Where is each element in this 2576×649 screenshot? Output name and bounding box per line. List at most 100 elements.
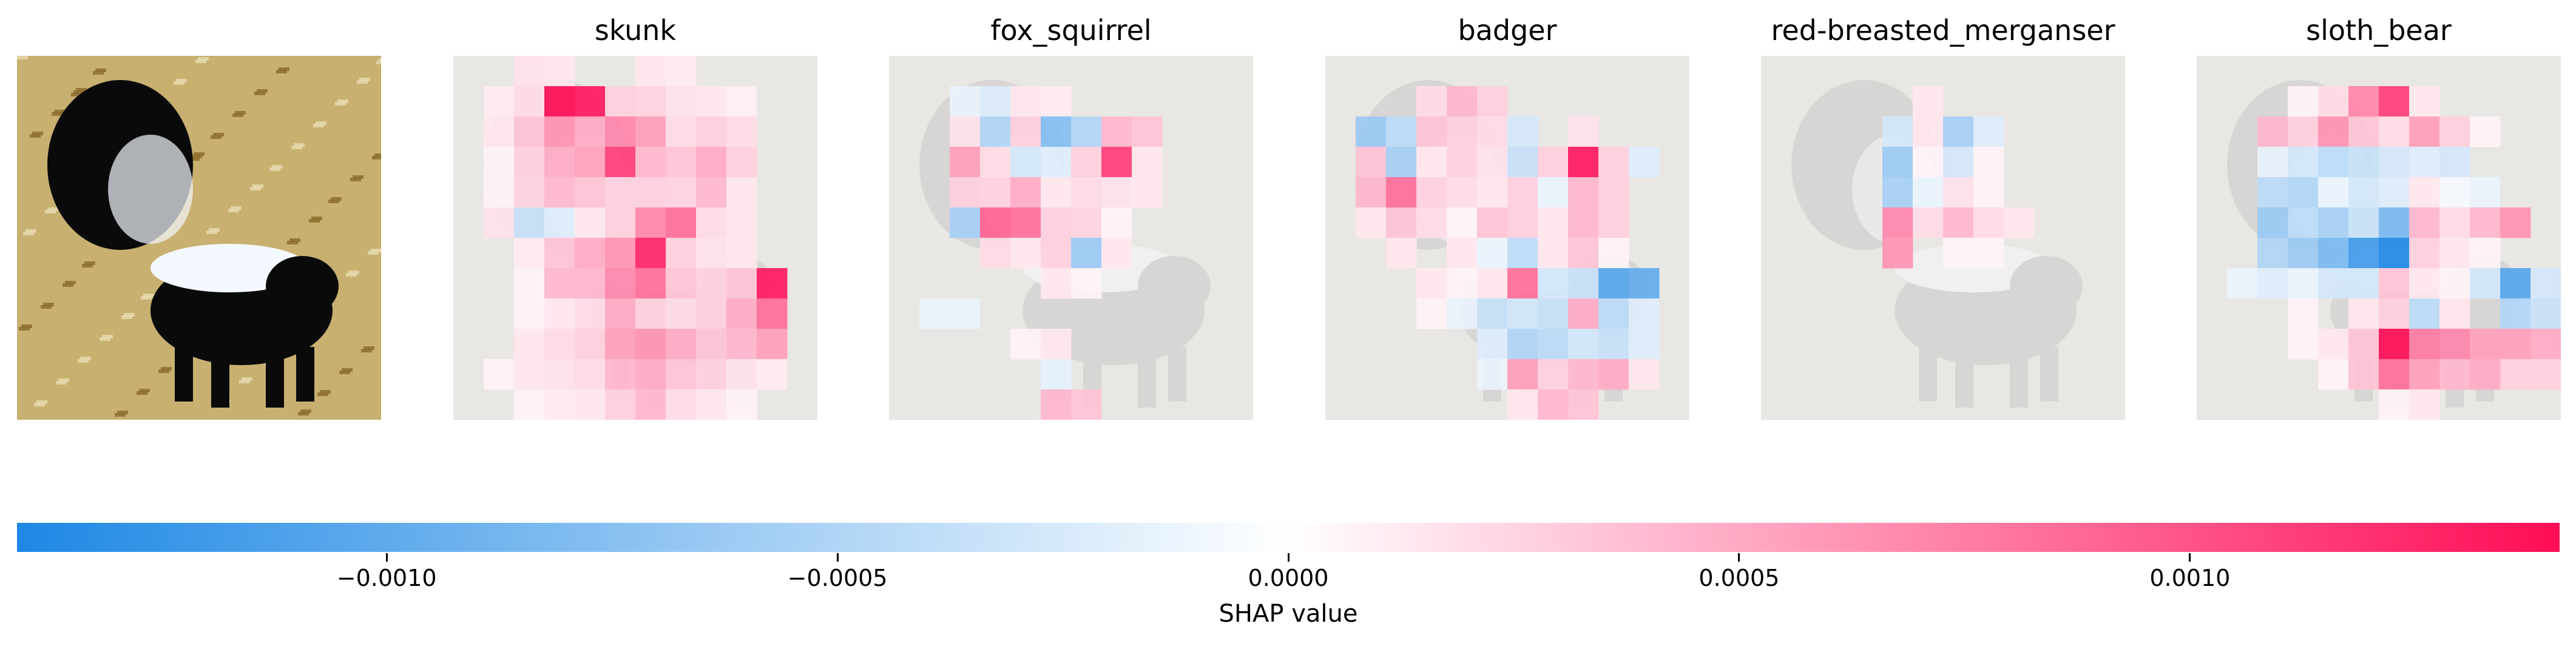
shap-cell: [1538, 147, 1569, 178]
shap-cell: [2257, 207, 2288, 238]
grass-blade: [339, 371, 350, 374]
shap-cell: [575, 238, 606, 269]
shap-cell: [2530, 329, 2561, 360]
grass-blade: [213, 133, 224, 136]
shap-cell: [2409, 389, 2440, 420]
shap-cell: [2439, 329, 2470, 360]
skunk-leg: [296, 347, 314, 402]
grass-blade: [93, 71, 104, 75]
grass-blade: [300, 409, 311, 413]
grass-blade: [25, 229, 36, 233]
shap-cell: [635, 238, 666, 269]
shap-cell: [950, 298, 981, 329]
skunk-head: [266, 256, 339, 317]
shap-cell: [726, 177, 757, 208]
skunk-photo: [17, 56, 381, 420]
shap-cell: [1568, 359, 1599, 390]
shap-cell: [1507, 359, 1538, 390]
shap-cell: [2288, 177, 2319, 208]
grass-blade: [252, 184, 263, 188]
shap-cell: [1010, 329, 1041, 360]
grass-blade: [34, 403, 45, 406]
shap-cell: [635, 207, 666, 238]
shap-cell: [1356, 207, 1387, 238]
shap-cell: [1507, 147, 1538, 178]
shap-cell: [1041, 329, 1072, 360]
shap-cell: [2318, 147, 2349, 178]
colorbar-tick-label: −0.0005: [787, 565, 888, 591]
shap-cell: [514, 207, 545, 238]
shap-cell: [1507, 268, 1538, 299]
shap-cell: [2409, 147, 2440, 178]
shap-cell: [1913, 147, 1944, 178]
panel-title-fox-squirrel: fox_squirrel: [990, 14, 1152, 47]
shap-cell: [1071, 207, 1102, 238]
grass-blade: [363, 346, 374, 350]
grass-blade: [78, 359, 89, 363]
colorbar: [17, 523, 2560, 552]
shap-cell: [1538, 389, 1569, 420]
shap-cell: [605, 207, 636, 238]
shap-cell: [666, 116, 697, 147]
shap-heatmap-sloth-bear: [2197, 56, 2561, 420]
shap-cell: [544, 298, 575, 329]
shap-cell: [696, 359, 727, 390]
shap-cell: [2409, 298, 2440, 329]
shap-cell: [2379, 116, 2410, 147]
shap-cell: [1598, 147, 1629, 178]
grass-blade: [242, 377, 252, 381]
shap-cell: [514, 268, 545, 299]
shap-cell: [1447, 207, 1478, 238]
shap-cell: [2379, 329, 2410, 360]
shap-cell: [2318, 329, 2349, 360]
shap-cell: [1132, 177, 1163, 208]
shap-cell: [1416, 147, 1447, 178]
shap-cell: [1538, 177, 1569, 208]
grass-blade: [137, 391, 147, 395]
shap-cell: [2257, 238, 2288, 269]
shap-cell: [1538, 298, 1569, 329]
grass-blade: [82, 264, 93, 267]
shap-cell: [1101, 207, 1132, 238]
shap-cell: [1010, 207, 1041, 238]
shap-cell: [1598, 268, 1629, 299]
shap-cell: [2288, 86, 2319, 117]
shap-cell: [696, 177, 727, 208]
shap-cell: [2409, 268, 2440, 299]
faded-image-fox-squirrel: [889, 56, 1253, 420]
shap-cell: [1356, 116, 1387, 147]
grass-blade: [250, 187, 261, 190]
shap-cell: [1507, 116, 1538, 147]
shap-cell: [1386, 177, 1417, 208]
shap-cell: [2004, 207, 2035, 238]
shap-cell: [757, 359, 788, 390]
shap-cell: [696, 116, 727, 147]
skunk-leg: [1138, 353, 1156, 408]
shap-cell: [1356, 147, 1387, 178]
shap-cell: [1041, 238, 1072, 269]
shap-cell: [2500, 207, 2531, 238]
shap-cell: [544, 268, 575, 299]
shap-cell: [2409, 359, 2440, 390]
shap-cell: [980, 86, 1011, 117]
grass-blade: [298, 412, 309, 415]
grass-blade: [276, 70, 287, 73]
shap-cell: [544, 177, 575, 208]
shap-cell: [666, 207, 697, 238]
shap-cell: [1598, 177, 1629, 208]
shap-cell: [2379, 389, 2410, 420]
shap-cell: [1538, 207, 1569, 238]
shap-cell: [666, 359, 697, 390]
shap-cell: [2318, 268, 2349, 299]
shap-cell: [1477, 298, 1508, 329]
panel-title-badger: badger: [1458, 14, 1557, 47]
shap-cell: [1568, 116, 1599, 147]
shap-cell: [2439, 147, 2470, 178]
shap-cell: [2470, 359, 2501, 390]
shap-cell: [605, 359, 636, 390]
shap-cell: [2500, 329, 2531, 360]
shap-cell: [1386, 207, 1417, 238]
shap-cell: [1101, 147, 1132, 178]
shap-cell: [1913, 207, 1944, 238]
shap-cell: [726, 389, 757, 420]
